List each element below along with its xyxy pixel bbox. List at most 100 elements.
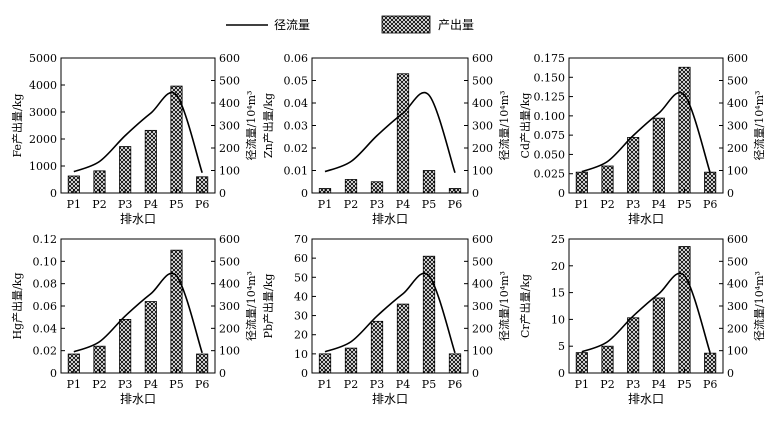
y-left-tick-label: 0 xyxy=(50,187,57,200)
y-right-tick-label: 100 xyxy=(472,165,493,178)
x-tick-label: P6 xyxy=(703,198,717,211)
x-tick-label: P3 xyxy=(370,378,384,391)
y-left-tick-label: 20 xyxy=(551,260,565,273)
y-left-tick-label: 0 xyxy=(301,367,308,380)
plot-frame xyxy=(568,238,724,374)
y-right-tick-label: 200 xyxy=(727,142,748,155)
x-tick-label: P2 xyxy=(92,198,106,211)
runoff-line xyxy=(73,272,203,354)
x-axis-label: 排水口 xyxy=(628,212,664,226)
bar xyxy=(627,317,640,374)
x-tick-label: P3 xyxy=(118,378,132,391)
x-tick-label: P1 xyxy=(67,198,81,211)
y-left-tick-label: 25 xyxy=(551,233,565,246)
x-tick-label: P3 xyxy=(626,378,640,391)
y-left-tick-label: 2000 xyxy=(29,133,57,146)
bar xyxy=(396,303,410,374)
bar xyxy=(144,129,157,194)
x-tick-label: P4 xyxy=(396,198,410,211)
y-left-tick-label: 5000 xyxy=(29,52,57,65)
x-tick-label: P2 xyxy=(600,198,614,211)
x-tick-label: P6 xyxy=(703,378,717,391)
bar xyxy=(652,117,665,194)
bar xyxy=(370,320,384,374)
y-right-tick-label: 500 xyxy=(472,75,493,88)
y-right-tick-label: 300 xyxy=(472,300,493,313)
x-axis-label: 排水口 xyxy=(120,212,156,226)
y-left-tick-label: 5 xyxy=(558,340,565,353)
y-left-axis-label: Zn产出量/kg xyxy=(261,93,275,158)
y-left-tick-label: 40 xyxy=(294,290,308,303)
y-right-tick-label: 100 xyxy=(219,345,240,358)
x-tick-label: P2 xyxy=(344,378,358,391)
y-right-axis-label: 径流量/10⁴m³ xyxy=(752,91,766,161)
x-axis-label: 排水口 xyxy=(372,212,408,226)
runoff-line xyxy=(73,91,203,174)
y-left-tick-label: 0.175 xyxy=(534,52,566,65)
y-right-tick-label: 600 xyxy=(472,52,493,65)
y-right-tick-label: 0 xyxy=(219,187,226,200)
y-right-tick-label: 0 xyxy=(727,187,734,200)
y-right-tick-label: 200 xyxy=(219,322,240,335)
bar xyxy=(652,297,665,374)
y-left-tick-label: 0.100 xyxy=(534,110,566,123)
y-right-tick-label: 0 xyxy=(219,367,226,380)
y-left-tick-label: 0.04 xyxy=(33,322,58,335)
y-right-tick-label: 200 xyxy=(219,142,240,155)
bar xyxy=(627,137,640,194)
x-tick-label: P6 xyxy=(448,198,462,211)
y-left-tick-label: 10 xyxy=(294,348,308,361)
y-left-tick-label: 3000 xyxy=(29,106,57,119)
x-tick-label: P1 xyxy=(67,378,81,391)
plot-frame xyxy=(60,57,216,194)
y-left-tick-label: 0.04 xyxy=(284,97,309,110)
legend-line-label: 径流量 xyxy=(274,18,310,32)
chart-panel: 0 1000 2000 3000 4000 5000 0 100 200 300 400 500 600… xyxy=(10,52,258,226)
x-tick-label: P5 xyxy=(422,198,436,211)
x-tick-label: P2 xyxy=(344,198,358,211)
x-tick-label: P6 xyxy=(195,378,209,391)
y-left-tick-label: 20 xyxy=(294,329,308,342)
legend-bar-swatch xyxy=(381,15,431,34)
y-left-tick-label: 0.06 xyxy=(33,300,58,313)
y-left-tick-label: 60 xyxy=(294,252,308,265)
y-left-tick-label: 10 xyxy=(551,313,565,326)
y-right-tick-label: 600 xyxy=(219,52,240,65)
bar xyxy=(601,165,614,194)
y-left-tick-label: 15 xyxy=(551,287,565,300)
plot-frame xyxy=(60,238,216,374)
y-right-tick-label: 100 xyxy=(472,345,493,358)
y-right-tick-label: 200 xyxy=(727,322,748,335)
bar xyxy=(93,345,106,374)
x-tick-label: P3 xyxy=(118,198,132,211)
x-tick-label: P5 xyxy=(422,378,436,391)
y-right-tick-label: 0 xyxy=(472,187,479,200)
y-left-axis-label: Fe产出量/kg xyxy=(10,94,24,158)
y-right-tick-label: 400 xyxy=(472,278,493,291)
y-left-tick-label: 0 xyxy=(558,187,565,200)
bar xyxy=(170,249,183,374)
y-left-tick-label: 1000 xyxy=(29,160,57,173)
x-tick-label: P5 xyxy=(677,378,691,391)
chart-panel: 0 0.01 0.02 0.03 0.04 0.05 0.06 0 100 200 300 400 50… xyxy=(261,52,511,226)
bar xyxy=(396,73,410,194)
x-tick-label: P1 xyxy=(318,378,332,391)
y-right-tick-label: 100 xyxy=(727,165,748,178)
y-right-tick-label: 0 xyxy=(472,367,479,380)
y-left-tick-label: 0 xyxy=(301,187,308,200)
runoff-line xyxy=(581,91,711,174)
x-tick-label: P3 xyxy=(626,198,640,211)
y-right-tick-label: 600 xyxy=(727,52,748,65)
x-tick-label: P3 xyxy=(370,198,384,211)
y-right-tick-label: 300 xyxy=(727,300,748,313)
y-left-tick-label: 30 xyxy=(294,310,308,323)
chart-panel: 0 0.025 0.050 0.075 0.100 0.125 0.150 0.175 0 100… xyxy=(518,52,766,226)
bar xyxy=(119,146,132,194)
x-tick-label: P4 xyxy=(652,198,666,211)
y-right-tick-label: 200 xyxy=(472,322,493,335)
y-right-tick-label: 500 xyxy=(219,75,240,88)
y-right-tick-label: 300 xyxy=(219,300,240,313)
y-right-tick-label: 600 xyxy=(219,233,240,246)
